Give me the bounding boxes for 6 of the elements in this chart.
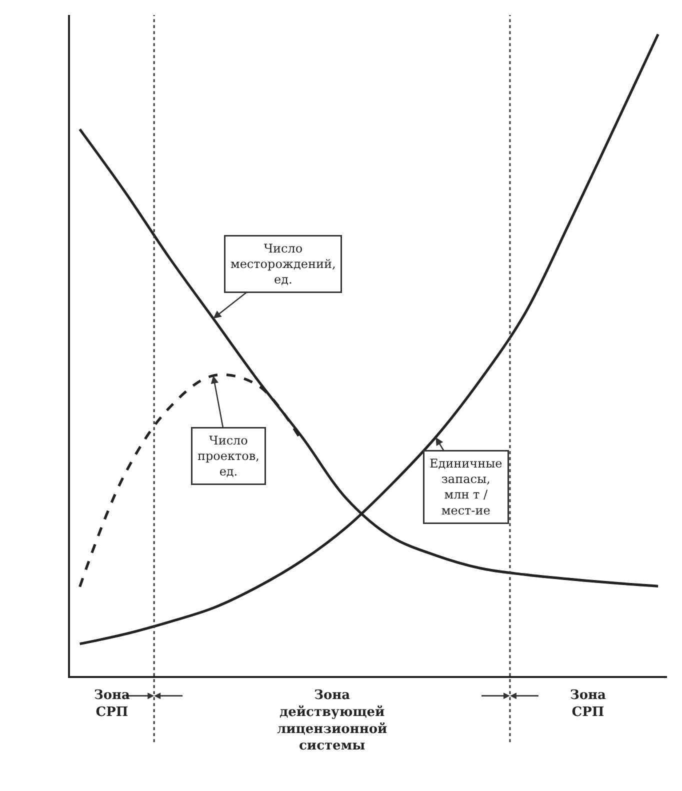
text: Число месторождений, ед. [230,242,336,287]
series-label: Единичные запасы, млн т / мест-ие [430,456,502,518]
text: Зона СРП [94,688,131,720]
text: Зона действующей лицензионной системы [277,688,388,754]
text: Зона СРП [570,688,607,720]
text: Число проектов, ед. [198,434,260,479]
